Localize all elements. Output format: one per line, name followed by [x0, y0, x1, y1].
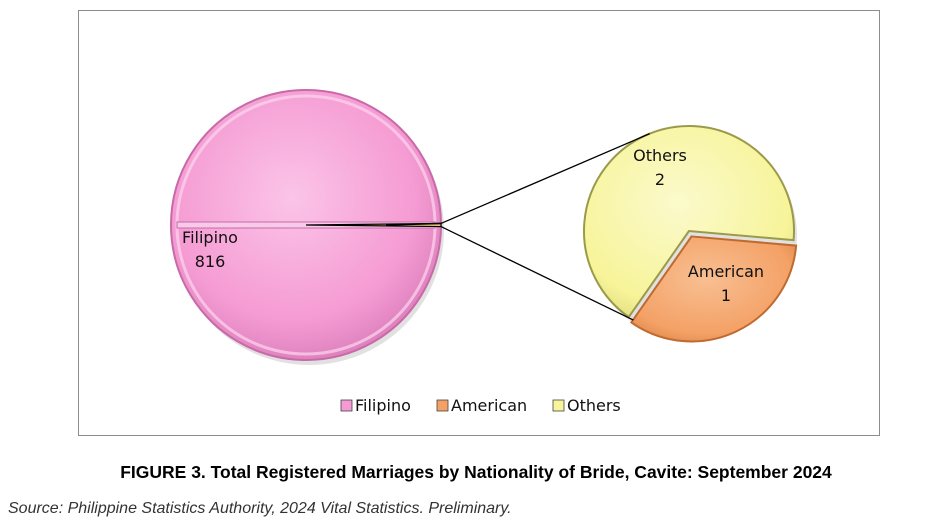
connector-line-top	[440, 133, 650, 225]
legend-item-others: Others	[552, 396, 621, 415]
data-label-category: Others	[633, 146, 687, 165]
data-label-american: American 1	[688, 262, 764, 305]
legend-swatch	[552, 399, 565, 412]
legend-swatch	[436, 399, 449, 412]
connector-line-bottom	[440, 225, 634, 321]
legend: Filipino American Others	[340, 396, 621, 415]
chart-area: Filipino 816 Others 2 American 1 Filipino Amer…	[78, 10, 880, 436]
data-label-value: 1	[721, 286, 731, 305]
data-labels: Filipino 816 Others 2 American 1	[182, 146, 764, 305]
primary-wedge-edge	[385, 222, 442, 226]
data-label-value: 2	[655, 170, 665, 189]
data-label-value: 816	[195, 252, 226, 271]
pie-of-pie-chart: Filipino 816 Others 2 American 1 Filipino Amer…	[170, 89, 798, 415]
legend-item-filipino: Filipino	[340, 396, 411, 415]
source-note: Source: Philippine Statistics Authority,…	[8, 500, 512, 517]
data-label-filipino: Filipino 816	[182, 228, 238, 271]
legend-swatch	[340, 399, 353, 412]
connector-lines	[385, 133, 650, 321]
data-label-category: Filipino	[182, 228, 238, 247]
pie-slice-american	[629, 235, 798, 343]
data-label-category: American	[688, 262, 764, 281]
figure-caption: FIGURE 3. Total Registered Marriages by …	[120, 462, 832, 482]
secondary-pie	[583, 125, 798, 343]
legend-label: Others	[567, 396, 621, 415]
primary-pie	[170, 89, 444, 365]
legend-item-american: American	[436, 396, 527, 415]
data-label-others: Others 2	[633, 146, 687, 189]
legend-label: Filipino	[355, 396, 411, 415]
legend-label: American	[451, 396, 527, 415]
